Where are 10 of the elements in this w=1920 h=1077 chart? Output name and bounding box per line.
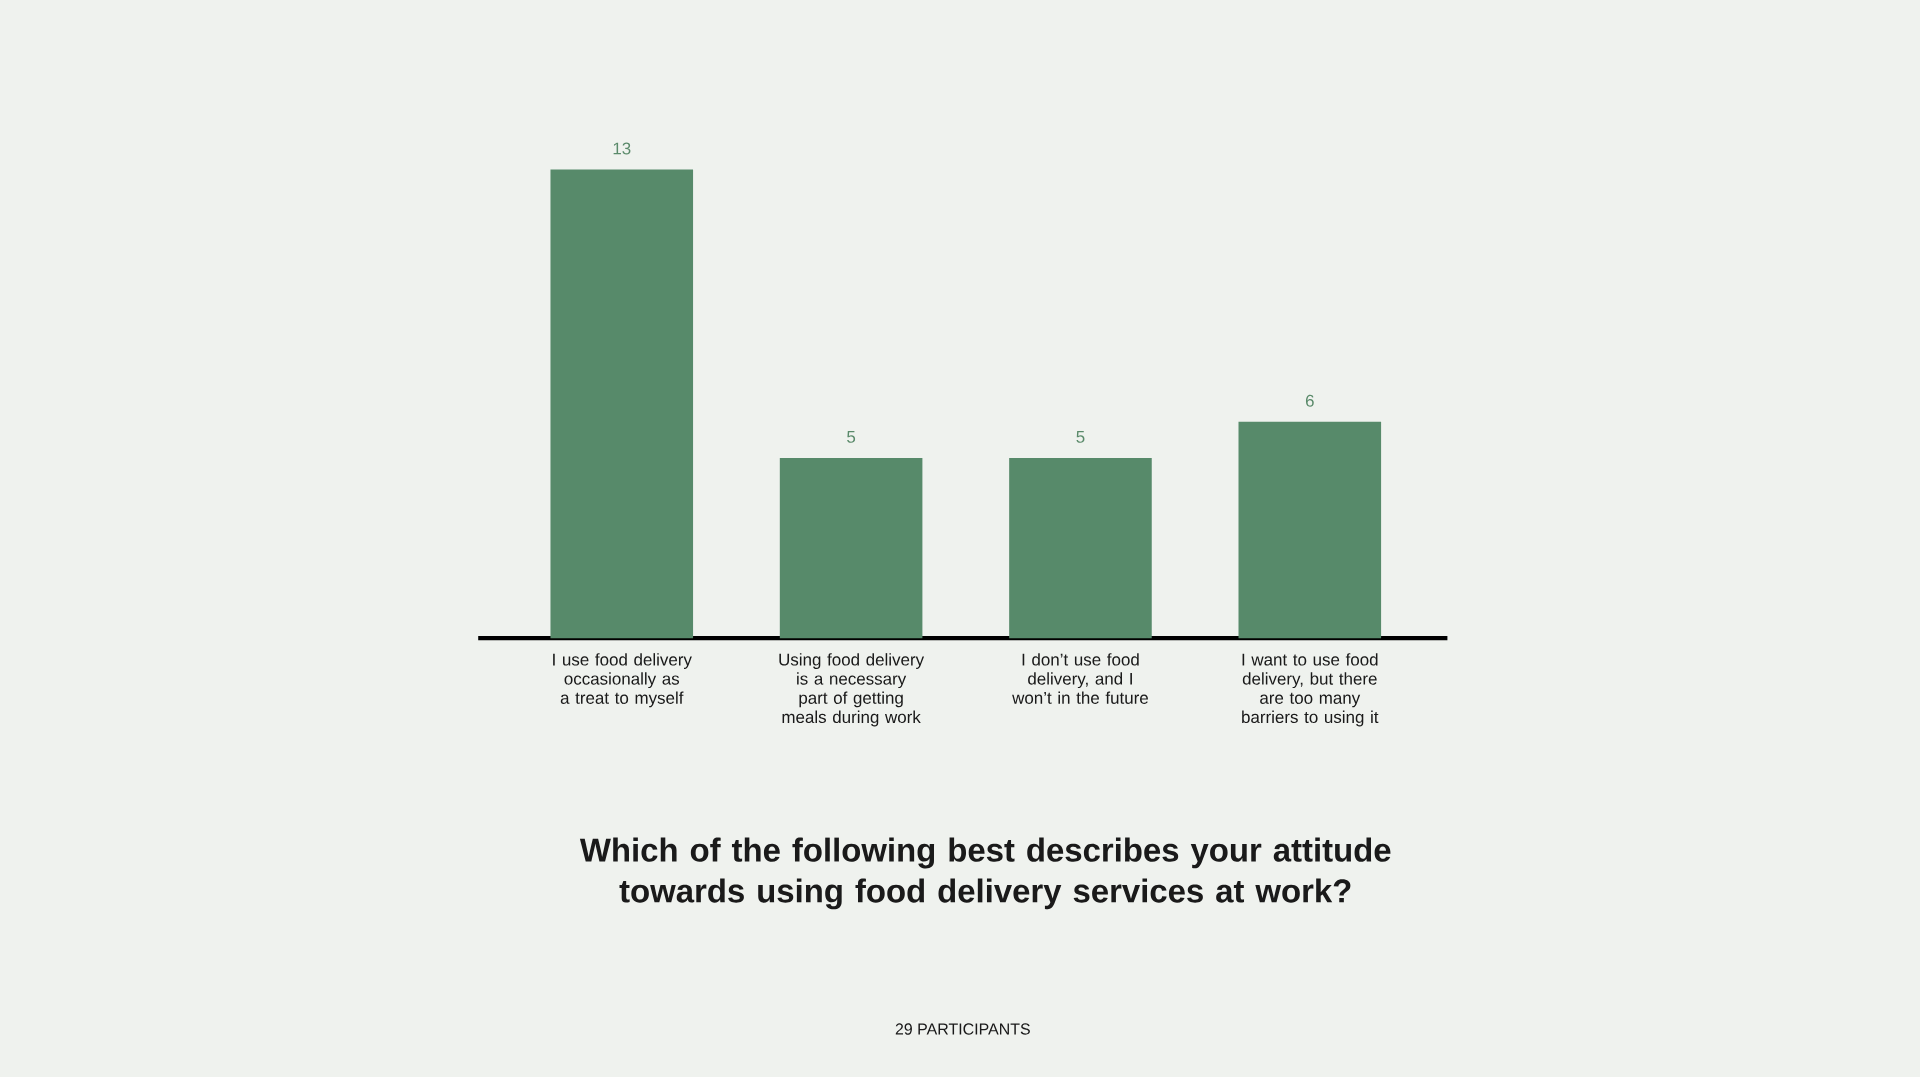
data-label: 5 [1076,431,1085,443]
x-tick-label: I want to use food delivery, but there are too many barriers to using it [1242,653,1379,727]
text: Which of the following best describes your attitude towards using food delivery services at work? [579,837,1391,910]
x-tick-label: I use food delivery occasionally as a treat to myself [553,653,692,708]
data-label: 5 [847,431,856,443]
data-label: 6 [1305,394,1314,407]
x-tick-label: I don’t use food delivery, and I won’t in the future [1012,653,1148,704]
data-label: 13 [613,142,631,155]
text: 29 PARTICIPANTS [895,1023,1030,1035]
x-tick-label: Using food delivery is a necessary part of getting meals during work [779,653,925,727]
